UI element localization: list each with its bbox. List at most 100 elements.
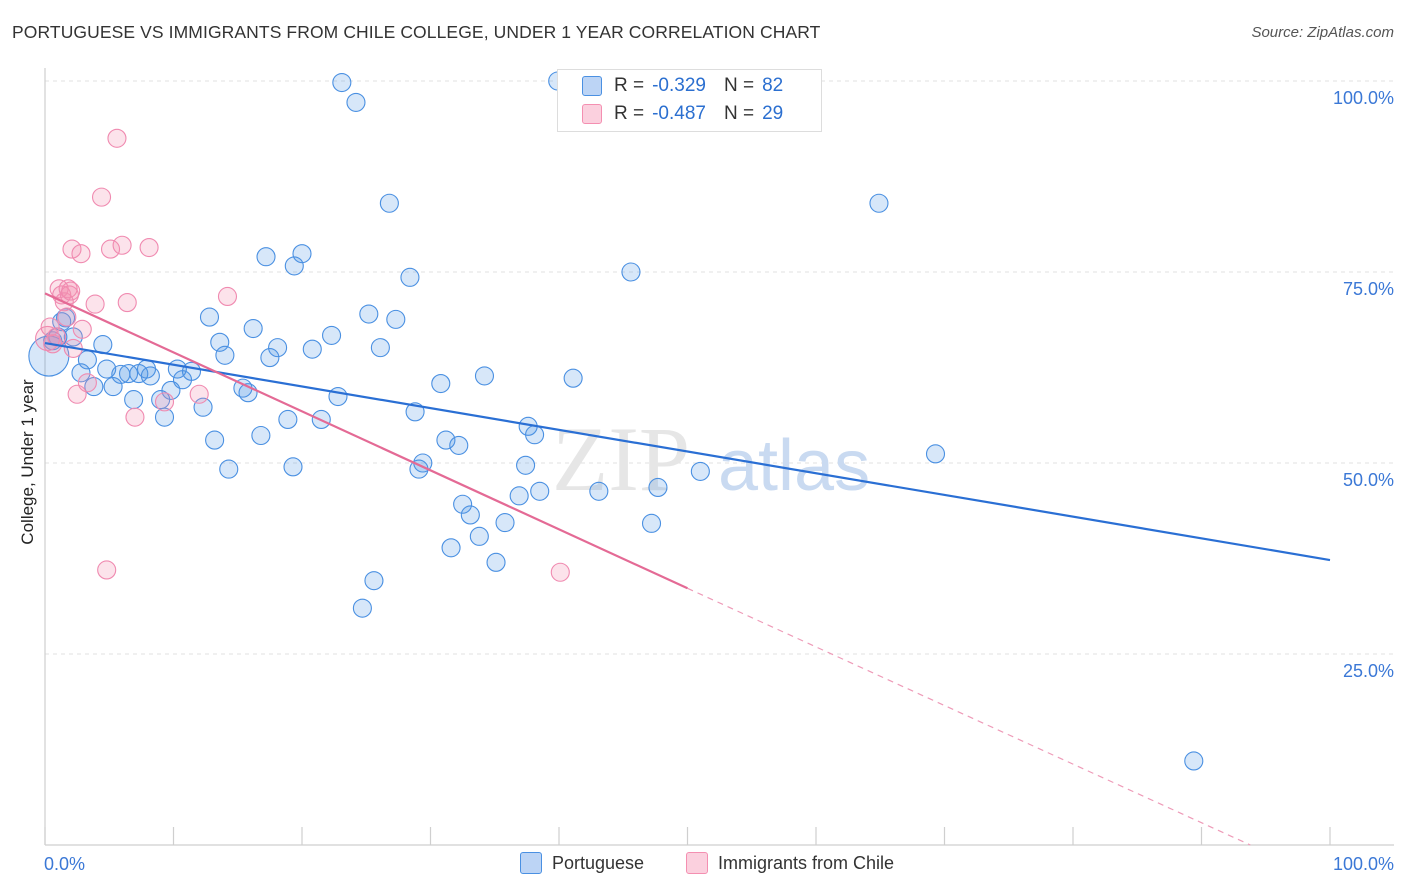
x-tick-label-max: 100.0% [1333,854,1394,874]
point-chile [71,244,91,264]
legend-swatch-pink [582,104,602,124]
point-portuguese [431,373,451,394]
point-portuguese [219,459,239,479]
point-portuguese [370,338,390,358]
point-portuguese [449,435,469,455]
point-portuguese [215,345,235,365]
point-portuguese [332,72,352,93]
watermark: ZIP atlas [552,408,870,510]
point-chile [550,562,570,582]
point-chile [77,373,97,393]
point-chile [61,281,81,301]
watermark-atlas: atlas [718,426,870,506]
point-portuguese [251,425,271,446]
legend-item-chile[interactable]: Immigrants from Chile [686,852,894,874]
point-portuguese [292,244,312,264]
point-portuguese [97,359,117,379]
point-chile [62,239,82,259]
point-portuguese [648,477,668,497]
trend-line-chile-extension [687,587,1251,846]
point-portuguese [925,444,946,464]
y-tick-label: 100.0% [1333,88,1394,108]
trend-line-chile [44,292,688,590]
legend-swatch-portuguese [520,852,542,874]
point-portuguese [283,457,303,477]
legend-r-value: -0.487 [652,103,706,124]
stats-legend: R = -0.329 N = 82 R = -0.487 N = 29 [557,69,822,132]
point-portuguese [441,538,461,558]
point-chile [57,307,77,327]
legend-row-portuguese: R = -0.329 N = 82 [558,73,783,99]
point-portuguese [205,430,225,450]
point-portuguese [352,598,372,618]
point-portuguese [460,505,480,525]
legend-n-label: N = [723,103,755,124]
point-portuguese [364,571,384,591]
point-portuguese [118,364,139,384]
point-portuguese [436,430,456,450]
point-portuguese [469,526,489,546]
point-portuguese [1184,751,1204,771]
point-chile [154,392,175,412]
legend-item-portuguese[interactable]: Portuguese [520,852,644,874]
point-portuguese [284,256,304,276]
point-portuguese [486,552,506,572]
tick-labels: 100.0% 75.0% 50.0% 25.0% 0.0% 100.0% [44,88,1394,874]
point-chile [85,294,105,314]
point-portuguese [379,193,399,213]
point-portuguese [260,348,280,368]
point-portuguese [400,267,420,287]
x-tick-label-min: 0.0% [44,854,85,874]
point-portuguese [869,193,889,213]
legend-r-label: R = [614,103,645,124]
point-portuguese [328,386,348,407]
legend-r-label: R = [614,75,645,96]
point-portuguese [530,481,550,501]
point-chile [58,279,78,299]
point-portuguese [516,455,536,475]
point-portuguese [181,361,202,381]
point-chile [189,384,209,404]
point-portuguese [386,309,406,329]
series-legend: Portuguese Immigrants from Chile [0,852,1406,876]
legend-r-value: -0.329 [652,75,706,96]
point-chile [125,407,145,427]
point-portuguese [268,338,288,358]
point-portuguese [621,262,641,282]
point-portuguese [359,304,379,324]
point-portuguese [256,247,276,267]
point-chile [139,238,159,258]
legend-n-value: 82 [762,75,784,96]
point-chile [40,317,60,337]
point-portuguese [322,325,342,345]
trend-line-portuguese [44,341,1331,562]
point-portuguese [243,318,263,339]
legend-n-label: N = [723,75,755,96]
gridlines [45,80,1394,655]
point-chile [112,235,132,255]
point-chile [107,128,127,148]
point-portuguese [199,307,220,327]
chart-title: PORTUGUESE VS IMMIGRANTS FROM CHILE COLL… [12,22,821,42]
point-portuguese [154,407,175,427]
axes [44,68,1394,846]
point-portuguese [474,366,495,386]
point-portuguese [641,513,662,533]
trend-lines [44,292,1331,846]
point-portuguese [346,92,366,112]
y-tick-label: 50.0% [1343,470,1394,490]
point-portuguese [302,339,322,359]
data-points [28,71,1204,771]
point-portuguese [589,481,609,501]
source-label: Source: ZipAtlas.com [1251,24,1394,41]
y-tick-label: 25.0% [1343,661,1394,681]
legend-label-portuguese: Portuguese [552,852,645,873]
point-portuguese [453,494,473,514]
point-portuguese [690,461,710,481]
point-portuguese [509,486,529,506]
point-portuguese [103,377,123,397]
point-portuguese [525,425,545,445]
point-portuguese [278,409,298,430]
legend-swatch-chile [686,852,708,874]
